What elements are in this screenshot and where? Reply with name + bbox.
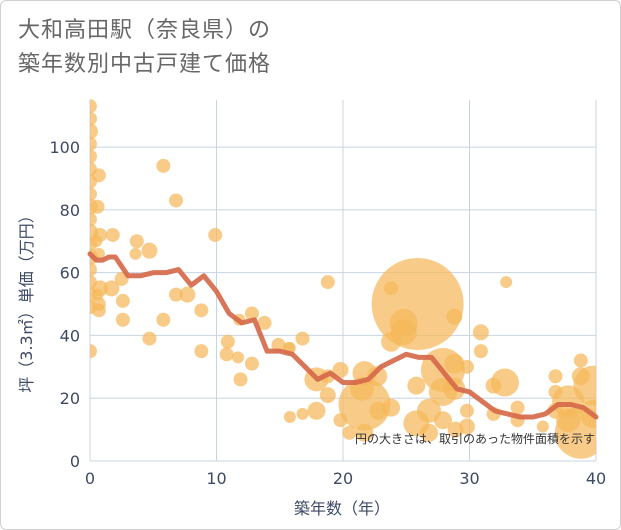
bubble-point <box>90 212 97 227</box>
y-axis-title: 坪（3.3㎡）単価（万円） <box>17 207 36 392</box>
bubble-point <box>156 158 171 173</box>
trend-line <box>87 251 599 420</box>
bubble-point <box>371 258 464 351</box>
bubble-point <box>433 411 452 430</box>
bubble-point <box>179 286 196 303</box>
bubble-point <box>244 306 259 321</box>
bubble-point <box>490 368 519 397</box>
bubble-point <box>573 365 596 406</box>
bubble-size-note: 円の大きさは、取引のあった物件面積を示す <box>355 431 595 446</box>
bubble-point <box>319 387 336 404</box>
bubble-point <box>233 372 248 387</box>
bubble-point <box>459 359 474 374</box>
bubble-point <box>219 347 234 362</box>
bubble-point <box>105 227 120 242</box>
bubble-point <box>473 344 488 359</box>
bubble-point <box>446 308 463 325</box>
bubble-point <box>458 418 475 435</box>
x-tick-label: 10 <box>206 469 226 488</box>
y-tick-label: 20 <box>60 389 80 408</box>
bubble-point <box>129 247 142 260</box>
x-tick-label: 30 <box>459 469 479 488</box>
bubble-point <box>208 227 223 242</box>
trend-line-series <box>87 251 599 420</box>
bubble-point <box>156 312 171 327</box>
bubble-point <box>296 407 309 420</box>
bubble-point <box>548 369 563 384</box>
bubble-point <box>91 168 106 183</box>
bubble-point <box>459 403 474 418</box>
bubble-point <box>90 199 105 214</box>
y-axis-ticks: 0 20 40 60 80 100 <box>49 138 80 471</box>
y-tick-label: 80 <box>60 201 80 220</box>
bubble-point <box>232 351 245 364</box>
bubble-point <box>90 262 97 277</box>
bubble-point <box>90 123 98 140</box>
bubble-point <box>420 423 439 442</box>
bubble-point <box>194 303 209 318</box>
bubble-point <box>91 303 106 318</box>
bubble-point <box>90 136 97 151</box>
bubble-point <box>320 275 335 290</box>
bubble-point <box>367 366 388 387</box>
bubble-point <box>115 293 130 308</box>
bubble-point <box>382 398 401 417</box>
bubble-point <box>129 234 144 249</box>
bubble-point <box>169 193 184 208</box>
bubble-point <box>194 344 209 359</box>
x-tick-label: 0 <box>85 469 95 488</box>
y-tick-label: 60 <box>60 264 80 283</box>
bubble-point <box>244 356 259 371</box>
bubble-point <box>257 315 272 330</box>
bubble-point <box>407 376 426 395</box>
bubble-point <box>271 337 286 352</box>
bubble-point <box>90 235 103 248</box>
bubble-point <box>103 280 120 297</box>
bubble-point <box>90 187 97 202</box>
bubble-point <box>444 353 465 374</box>
bubble-point <box>141 242 158 259</box>
chart-title-line-1: 大和高田駅（奈良県）の <box>18 18 272 43</box>
bubble-point <box>573 353 588 368</box>
x-tick-label: 20 <box>333 469 353 488</box>
bubble-point <box>169 287 184 302</box>
bubble-point <box>90 99 97 114</box>
y-tick-label: 40 <box>60 326 80 345</box>
bubble-point <box>142 331 157 346</box>
x-axis-title: 築年数（年） <box>294 499 390 518</box>
bubble-point <box>220 334 235 349</box>
bubble-point <box>500 276 513 289</box>
bubble-point <box>283 411 296 424</box>
bubble-point <box>90 111 97 126</box>
bubble-point <box>90 149 97 164</box>
chart-title: 大和高田駅（奈良県）の 築年数別中古戸建て価格 <box>18 14 271 82</box>
y-tick-label: 100 <box>49 138 80 157</box>
bubble-point <box>342 425 357 440</box>
y-tick-label: 0 <box>70 452 80 471</box>
bubble-point <box>510 400 525 415</box>
x-tick-label: 40 <box>586 469 606 488</box>
bubble-point <box>355 423 374 442</box>
x-axis-ticks: 0 10 20 30 40 <box>85 469 606 488</box>
bubble-point <box>307 401 326 420</box>
bubble-point <box>115 312 130 327</box>
chart-title-line-2: 築年数別中古戸建て価格 <box>18 52 272 77</box>
bubble-point <box>472 324 489 341</box>
bubble-point <box>332 361 349 378</box>
bubble-point <box>90 344 97 359</box>
bubble-point <box>536 420 549 433</box>
bubble-point <box>295 331 310 346</box>
